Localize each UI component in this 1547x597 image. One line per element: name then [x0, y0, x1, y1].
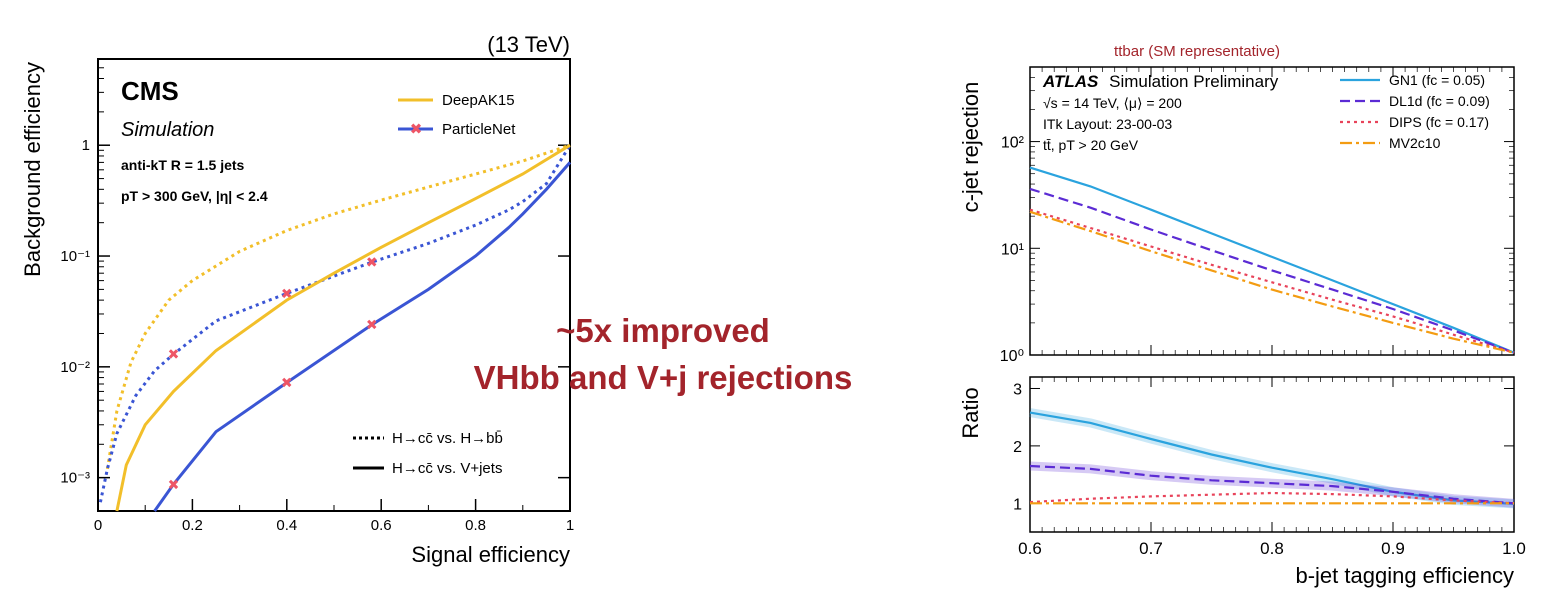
atlas-experiment-label: ATLAS Simulation Preliminary — [1042, 72, 1279, 91]
cms-axes: 0 0.2 0.4 0.6 0.8 1 10⁻³ 10⁻² 10⁻¹ 1 — [60, 67, 574, 534]
cms-subtitle-label: Simulation — [121, 119, 214, 141]
atlas-series-dl1d-fc-0-09 — [1029, 187, 1515, 354]
atlas-ylabel-bottom: Ratio — [958, 387, 983, 438]
atlas-experiment-name: ATLAS — [1042, 72, 1099, 91]
atlas-xlabel: b-jet tagging efficiency — [1295, 563, 1514, 588]
atlas-ytick-label: 10¹ — [1001, 241, 1024, 258]
cms-ylabel: Background efficiency — [20, 62, 45, 277]
cms-ytick-label: 1 — [82, 137, 90, 154]
legend-label-particlenet: ParticleNet — [442, 121, 516, 138]
cms-series-particlenet-solid — [153, 161, 572, 512]
cms-xtick-label: 0 — [94, 517, 102, 534]
atlas-top-label: ttbar (SM representative) — [1114, 43, 1280, 60]
atlas-legend-label-gn1-fc-0-05: GN1 (fc = 0.05) — [1389, 72, 1485, 88]
overlay-line-2: VHbb and V+j rejections — [474, 359, 853, 396]
atlas-series-mv2c10 — [1029, 210, 1515, 354]
atlas-legend: GN1 (fc = 0.05) DL1d (fc = 0.09) DIPS (fc … — [1340, 72, 1490, 151]
cms-series-deepak15-dotted — [105, 143, 571, 470]
atlas-ytick-label: 10² — [1001, 135, 1025, 152]
cms-series-particlenet-dotted — [98, 144, 572, 503]
cms-marker-particlenet: ✖ — [366, 318, 378, 334]
cms-xtick-label: 1 — [566, 517, 574, 534]
cms-ytick-label: 10⁻² — [60, 359, 90, 376]
atlas-xtick-label: 0.7 — [1139, 539, 1163, 558]
atlas-ytick-label: 10⁰ — [1000, 348, 1024, 365]
style-legend-solid-label: H→cc̄ vs. V+jets — [392, 460, 502, 477]
cms-xtick-label: 0.8 — [465, 517, 486, 534]
atlas-ratio-ytick-label: 3 — [1013, 381, 1022, 398]
atlas-ratio-dl1d-fc-0-09 — [1029, 464, 1515, 505]
atlas-axes: 0.6 0.7 0.8 0.9 1.0 10⁰ 10¹ 10² 1 2 3 — [1000, 67, 1526, 558]
cms-marker-particlenet: ✖ — [281, 376, 293, 392]
cms-info-jets: anti-kT R = 1.5 jets — [121, 157, 245, 173]
cms-ytick-label: 10⁻¹ — [60, 248, 90, 265]
atlas-plot: ttbar (SM representative) 0.6 0.7 0.8 0.9 1.… — [958, 43, 1526, 588]
atlas-xtick-label: 1.0 — [1502, 539, 1526, 558]
style-legend-dotted-label: H→cc̄ vs. H→bb̄ — [392, 430, 503, 447]
cms-series: ✖ ✖ ✖ ✖ ✖ ✖ — [98, 143, 572, 512]
legend-marker-particlenet: ✖ — [410, 120, 423, 138]
atlas-experiment-suffix: Simulation Preliminary — [1109, 72, 1279, 91]
atlas-xtick-label: 0.9 — [1381, 539, 1405, 558]
atlas-ratio-ytick-label: 2 — [1013, 439, 1022, 456]
atlas-xtick-label: 0.8 — [1260, 539, 1284, 558]
atlas-series-dips-fc-0-17 — [1029, 208, 1515, 354]
cms-marker-particlenet: ✖ — [168, 477, 180, 493]
legend-label-deepak15: DeepAK15 — [442, 92, 515, 109]
atlas-ylabel-top: c-jet rejection — [958, 82, 983, 213]
cms-xtick-label: 0.4 — [276, 517, 297, 534]
cms-energy-label: (13 TeV) — [487, 32, 570, 57]
cms-info-kinematics: pT > 300 GeV, |η| < 2.4 — [121, 188, 268, 204]
cms-marker-particlenet: ✖ — [281, 286, 293, 302]
cms-series-deepak15-solid — [115, 143, 571, 512]
atlas-ratio-ytick-label: 1 — [1013, 496, 1022, 513]
cms-marker-particlenet: ✖ — [366, 255, 378, 271]
atlas-legend-label-mv2c10: MV2c10 — [1389, 135, 1441, 151]
atlas-series-gn1-fc-0-05 — [1029, 166, 1515, 354]
atlas-series — [1029, 166, 1515, 354]
atlas-xtick-label: 0.6 — [1018, 539, 1042, 558]
cms-xtick-label: 0.6 — [371, 517, 392, 534]
cms-ytick-label: 10⁻³ — [60, 470, 90, 487]
cms-plot: (13 TeV) 0 0.2 0.4 0.6 0.8 110⁻³10⁻²10⁻¹1 ✖✖✖… — [20, 32, 574, 567]
overlay-line-1: ~5x improved — [556, 312, 770, 349]
atlas-ratio-gn1-fc-0-05 — [1029, 411, 1515, 505]
cms-xtick-label: 0.2 — [182, 517, 203, 534]
atlas-info-energy: √s = 14 TeV, ⟨μ⟩ = 200 — [1043, 95, 1182, 111]
overlay-callout: ~5x improved VHbb and V+j rejections — [474, 312, 853, 396]
cms-xlabel: Signal efficiency — [411, 542, 570, 567]
atlas-legend-label-dips-fc-0-17: DIPS (fc = 0.17) — [1389, 114, 1489, 130]
atlas-ratio-series — [1029, 408, 1515, 509]
cms-marker-particlenet: ✖ — [168, 347, 180, 363]
atlas-legend-label-dl1d-fc-0-09: DL1d (fc = 0.09) — [1389, 93, 1490, 109]
cms-experiment-label: CMS — [121, 76, 179, 106]
atlas-info-layout: ITk Layout: 23-00-03 — [1043, 116, 1172, 132]
atlas-info-sample: tt̄, pT > 20 GeV — [1043, 137, 1139, 153]
atlas-ratio-frame — [1029, 376, 1515, 533]
